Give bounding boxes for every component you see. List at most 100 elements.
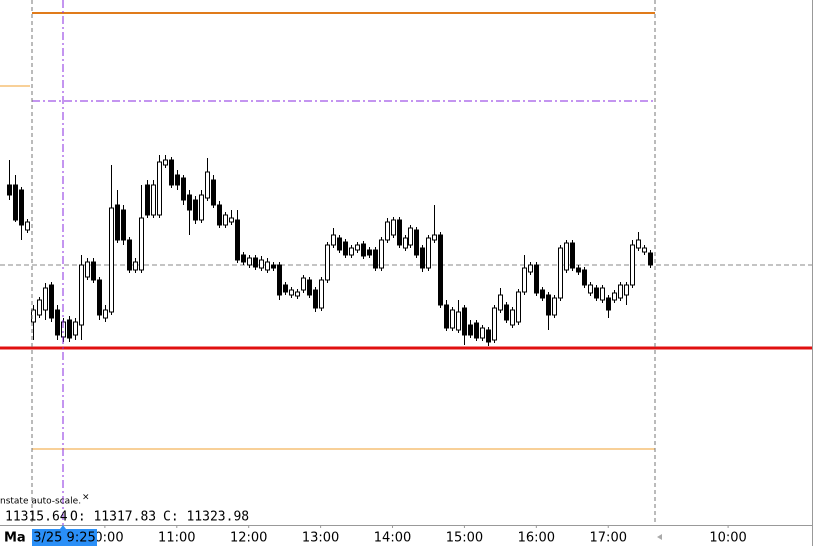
candle-body <box>19 189 24 226</box>
x-tick-label: 10:00 <box>709 531 746 546</box>
candle-body <box>85 261 90 278</box>
candle-body <box>558 247 563 299</box>
candle-body <box>157 161 162 216</box>
candle-body <box>289 289 294 296</box>
crosshair-label: 3/25 9:25 <box>33 531 96 546</box>
candle-body <box>462 307 467 336</box>
candle-body <box>13 184 18 221</box>
candle-body <box>540 289 545 299</box>
candle-body <box>349 247 354 256</box>
candle-body <box>49 284 54 319</box>
candle-body <box>474 322 479 339</box>
candle-body <box>187 194 192 211</box>
candle-body <box>534 264 539 294</box>
candle-body <box>522 267 527 293</box>
candle-body <box>498 294 503 311</box>
candle-body <box>379 239 384 269</box>
candle-body <box>319 279 324 309</box>
candle-body <box>283 284 288 293</box>
candle-body <box>612 292 617 301</box>
candle-body <box>618 284 623 299</box>
candle-body <box>205 171 210 199</box>
candle-body <box>151 184 156 216</box>
candle-body <box>480 327 485 339</box>
candle-body <box>504 304 509 321</box>
candle-body <box>253 257 258 268</box>
candle-body <box>163 159 168 166</box>
candle-body <box>175 174 180 186</box>
candle-body <box>606 297 611 311</box>
auto-scale-hint[interactable]: nstate auto-scale. <box>0 497 81 507</box>
candle-body <box>373 249 378 269</box>
candle-body <box>546 294 551 316</box>
candle-body <box>103 309 108 319</box>
x-tick-label: 12:00 <box>230 531 267 546</box>
candle-body <box>624 284 629 296</box>
candle-body <box>385 221 390 241</box>
candle-body <box>7 184 12 196</box>
candle-body <box>450 309 455 329</box>
close-icon[interactable]: × <box>82 493 90 503</box>
candle-body <box>642 247 647 253</box>
x-tick-label: 11:00 <box>158 531 195 546</box>
candle-body <box>199 194 204 221</box>
candle-body <box>397 219 402 246</box>
candle-body <box>235 219 240 261</box>
candle-body <box>630 244 635 286</box>
ohlc-readout: C: 11323.98 <box>163 510 249 525</box>
ohlc-readout: O: 11317.83 <box>70 510 156 525</box>
candle-body <box>313 289 318 309</box>
crosshair-pointer <box>60 525 66 529</box>
x-tick-label: 15:00 <box>446 531 483 546</box>
candle-body <box>426 237 431 269</box>
scroll-marker[interactable] <box>657 534 662 540</box>
candle-body <box>55 309 60 336</box>
candle-body <box>337 237 342 251</box>
candle-body <box>367 249 372 256</box>
candle-body <box>456 311 461 331</box>
x-tick-label: 17:00 <box>590 531 627 546</box>
candle-body <box>97 279 102 316</box>
candle-body <box>223 214 228 226</box>
candle-body <box>301 277 306 291</box>
candle-body <box>25 221 30 231</box>
candle-body <box>492 307 497 341</box>
candle-body <box>636 239 641 249</box>
candle-body <box>37 299 42 316</box>
candle-body <box>594 287 599 299</box>
candle-body <box>91 261 96 281</box>
candle-body <box>307 279 312 296</box>
candle-body <box>169 159 174 186</box>
candle-body <box>576 267 581 273</box>
candle-body <box>181 177 186 201</box>
candle-body <box>343 241 348 256</box>
candle-body <box>229 217 234 223</box>
candle-body <box>468 324 473 336</box>
candle-body <box>43 287 48 311</box>
candle-body <box>552 297 557 316</box>
candle-body <box>277 264 282 296</box>
candle-body <box>211 179 216 206</box>
candle-body <box>217 204 222 226</box>
candle-body <box>570 242 575 269</box>
candle-body <box>486 329 491 343</box>
candle-body <box>403 237 408 249</box>
candle-body <box>247 257 252 266</box>
candle-body <box>121 209 126 241</box>
candle-body <box>438 234 443 306</box>
candle-body <box>145 184 150 216</box>
candle-body <box>648 252 653 266</box>
candle-body <box>391 219 396 236</box>
candle-body <box>139 217 144 271</box>
candle-body <box>325 244 330 281</box>
candle-body <box>127 239 132 271</box>
candle-body <box>600 287 605 301</box>
candle-body <box>582 269 587 286</box>
x-axis-labels: 10:00 11:00 12:00 13:00 14:00 15:00 16:00 17:00… <box>86 525 747 546</box>
candle-body <box>588 284 593 294</box>
crosshair-label-bg <box>32 529 97 546</box>
candle-body <box>133 261 138 271</box>
plot-area <box>0 12 812 450</box>
x-tick-label: 16:00 <box>518 531 555 546</box>
